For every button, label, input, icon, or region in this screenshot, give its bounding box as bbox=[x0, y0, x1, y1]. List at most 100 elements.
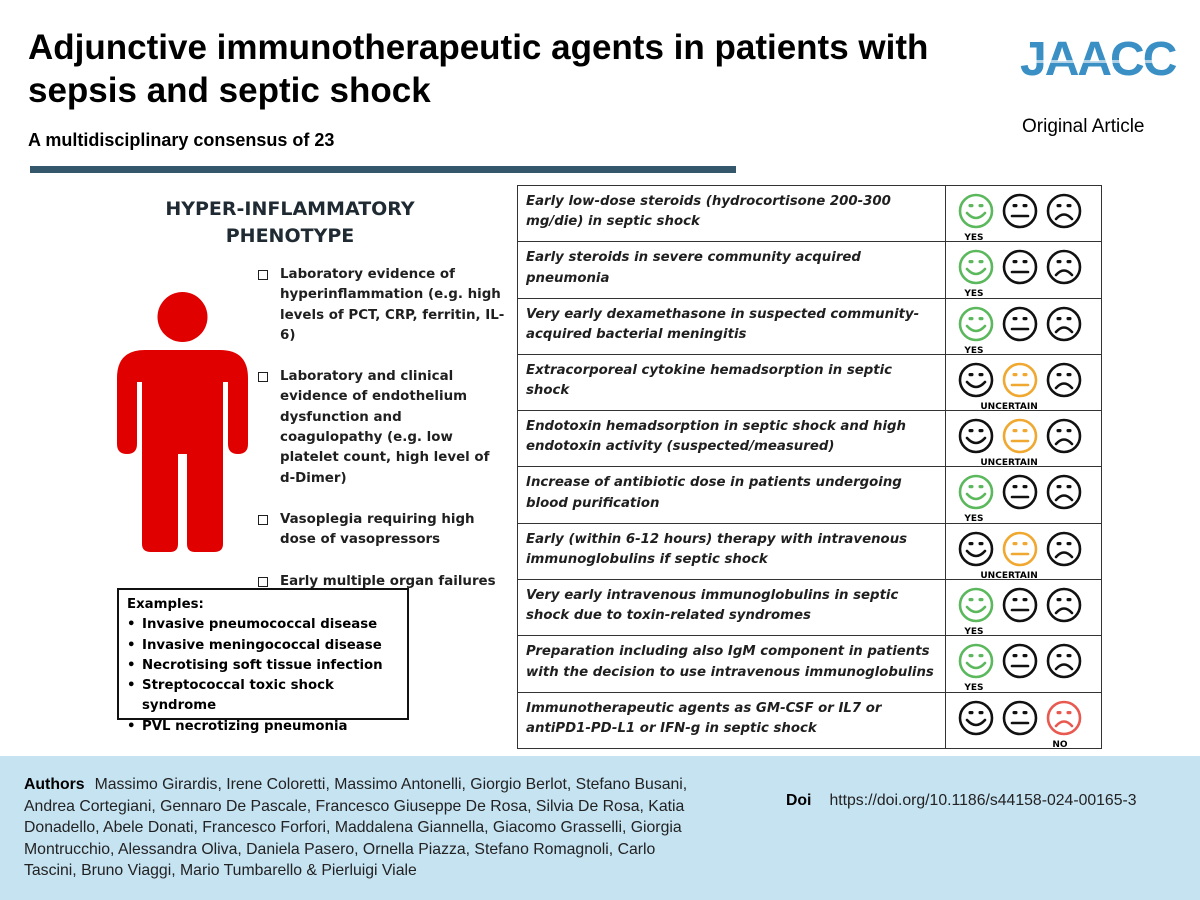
authors-list: Massimo Girardis, Irene Coloretti, Massi… bbox=[24, 776, 688, 880]
criterion-item: Early multiple organ failures bbox=[258, 572, 508, 592]
recommendation-row: Early steroids in severe community acqui… bbox=[516, 241, 1102, 300]
neutral-face-icon bbox=[1003, 644, 1038, 679]
checkbox-icon bbox=[258, 270, 268, 280]
sad-face-icon bbox=[1047, 306, 1082, 341]
neutral-face-icon bbox=[1003, 587, 1038, 623]
verdict-label: YES bbox=[964, 514, 984, 525]
recommendation-row: Early (within 6-12 hours) therapy with i… bbox=[516, 522, 1102, 581]
rating-cell: YES bbox=[945, 297, 1102, 356]
verdict-label: YES bbox=[964, 683, 984, 694]
recommendation-text: Immunotherapeutic agents as GM-CSF or IL… bbox=[516, 691, 947, 749]
sad-face-icon bbox=[1047, 587, 1082, 623]
verdict-label: YES bbox=[964, 289, 984, 300]
article-type-label: Original Article bbox=[1022, 116, 1145, 137]
page-subtitle: A multidisciplinary consensus of 23 bbox=[28, 130, 335, 150]
sad-face-icon bbox=[1047, 418, 1082, 454]
recommendation-row: Immunotherapeutic agents as GM-CSF or IL… bbox=[516, 691, 1102, 750]
neutral-face-icon bbox=[1003, 193, 1038, 229]
header-divider bbox=[30, 166, 736, 173]
neutral-face-icon bbox=[1003, 418, 1038, 454]
recommendation-text: Endotoxin hemadsorption in septic shock … bbox=[516, 410, 947, 468]
recommendation-row: Preparation including also IgM component… bbox=[516, 635, 1102, 694]
rating-cell: YES bbox=[945, 241, 1102, 300]
neutral-face-icon bbox=[1003, 700, 1038, 735]
rating-cell: NO bbox=[945, 691, 1102, 750]
happy-face-icon bbox=[959, 475, 994, 510]
page-title: Adjunctive immunotherapeutic agents in p… bbox=[28, 28, 929, 110]
happy-face-icon bbox=[959, 306, 994, 341]
criterion-text: Early multiple organ failures bbox=[280, 573, 496, 589]
sad-face-icon bbox=[1047, 531, 1082, 567]
recommendation-row: Increase of antibiotic dose in patients … bbox=[516, 466, 1102, 525]
verdict-label: NO bbox=[1052, 739, 1068, 750]
rating-cell: YES bbox=[945, 466, 1102, 525]
checkbox-icon bbox=[258, 514, 268, 525]
recommendation-text: Very early dexamethasone in suspected co… bbox=[516, 297, 947, 355]
sad-face-icon bbox=[1047, 700, 1082, 735]
checkbox-icon bbox=[258, 576, 268, 587]
recommendations-body: Early low-dose steroids (hydrocortisone … bbox=[516, 184, 1102, 750]
happy-face-icon bbox=[959, 418, 994, 454]
recommendation-row: Early low-dose steroids (hydrocortisone … bbox=[516, 184, 1102, 243]
phenotype-title: HYPER-INFLAMMATORY PHENOTYPE bbox=[165, 198, 415, 247]
happy-face-icon bbox=[959, 700, 994, 735]
neutral-face-icon bbox=[1003, 306, 1038, 341]
criterion-text: Laboratory and clinical evidence of endo… bbox=[280, 369, 490, 486]
happy-face-icon bbox=[959, 587, 994, 623]
example-item: PVL necrotizing pneumonia bbox=[127, 717, 399, 738]
criterion-item: Laboratory evidence of hyperinflammation… bbox=[258, 265, 508, 346]
sad-face-icon bbox=[1047, 249, 1082, 285]
recommendation-row: Extracorporeal cytokine hemadsorption in… bbox=[516, 353, 1102, 412]
recommendations-table: Early low-dose steroids (hydrocortisone … bbox=[516, 184, 1102, 750]
sad-face-icon bbox=[1047, 644, 1082, 679]
verdict-label: UNCERTAIN bbox=[980, 570, 1038, 581]
sad-face-icon bbox=[1047, 193, 1082, 229]
footer-panel: Authors Massimo Girardis, Irene Coloretti… bbox=[0, 756, 1200, 900]
recommendation-text: Increase of antibiotic dose in patients … bbox=[516, 466, 947, 524]
neutral-face-icon bbox=[1003, 531, 1038, 567]
authors-block: Authors Massimo Girardis, Irene Coloretti… bbox=[24, 774, 704, 882]
recommendation-text: Early low-dose steroids (hydrocortisone … bbox=[516, 184, 947, 243]
example-item: Invasive pneumococcal disease bbox=[127, 615, 399, 636]
example-item: Necrotising soft tissue infection bbox=[127, 656, 399, 677]
verdict-label: UNCERTAIN bbox=[980, 401, 1038, 412]
verdict-label: UNCERTAIN bbox=[980, 458, 1038, 469]
criterion-item: Vasoplegia requiring high dose of vasopr… bbox=[258, 510, 508, 551]
recommendation-row: Endotoxin hemadsorption in septic shock … bbox=[516, 410, 1102, 469]
happy-face-icon bbox=[959, 644, 994, 679]
examples-box: Examples: Invasive pneumococcal disease … bbox=[117, 588, 409, 737]
neutral-face-icon bbox=[1003, 475, 1038, 510]
recommendation-text: Preparation including also IgM component… bbox=[516, 635, 947, 693]
svg-text:JAACC: JAACC bbox=[1020, 33, 1177, 86]
rating-cell: YES bbox=[945, 184, 1102, 243]
phenotype-criteria-list: Laboratory evidence of hyperinflammation… bbox=[258, 265, 508, 613]
rating-cell: YES bbox=[945, 579, 1102, 638]
recommendation-text: Early (within 6-12 hours) therapy with i… bbox=[516, 522, 947, 581]
doi-block: Doi https://doi.org/10.1186/s44158-024-00… bbox=[786, 792, 1137, 810]
examples-list: Invasive pneumococcal disease Invasive m… bbox=[127, 615, 399, 737]
recommendation-text: Early steroids in severe community acqui… bbox=[516, 241, 947, 299]
authors-label: Authors bbox=[24, 776, 85, 793]
happy-face-icon bbox=[959, 193, 994, 229]
examples-title: Examples: bbox=[127, 597, 204, 612]
criterion-text: Vasoplegia requiring high dose of vasopr… bbox=[280, 511, 475, 548]
neutral-face-icon bbox=[1003, 249, 1038, 285]
recommendation-text: Very early intravenous immunoglobulins i… bbox=[516, 579, 947, 637]
happy-face-icon bbox=[959, 531, 994, 567]
recommendation-row: Very early intravenous immunoglobulins i… bbox=[516, 579, 1102, 638]
person-icon bbox=[117, 292, 248, 552]
doi-link[interactable]: https://doi.org/10.1186/s44158-024-00165… bbox=[829, 792, 1137, 809]
sad-face-icon bbox=[1047, 475, 1082, 510]
journal-logo: JAACC bbox=[1018, 33, 1188, 86]
criterion-item: Laboratory and clinical evidence of endo… bbox=[258, 367, 508, 489]
criterion-text: Laboratory evidence of hyperinflammation… bbox=[280, 267, 505, 343]
rating-cell: YES bbox=[945, 635, 1102, 694]
verdict-label: YES bbox=[964, 627, 984, 638]
rating-cell: UNCERTAIN bbox=[945, 410, 1102, 469]
verdict-label: YES bbox=[964, 345, 984, 356]
happy-face-icon bbox=[959, 249, 994, 285]
example-item: Invasive meningococcal disease bbox=[127, 636, 399, 657]
recommendation-row: Very early dexamethasone in suspected co… bbox=[516, 297, 1102, 356]
neutral-face-icon bbox=[1003, 362, 1038, 398]
checkbox-icon bbox=[258, 372, 268, 383]
